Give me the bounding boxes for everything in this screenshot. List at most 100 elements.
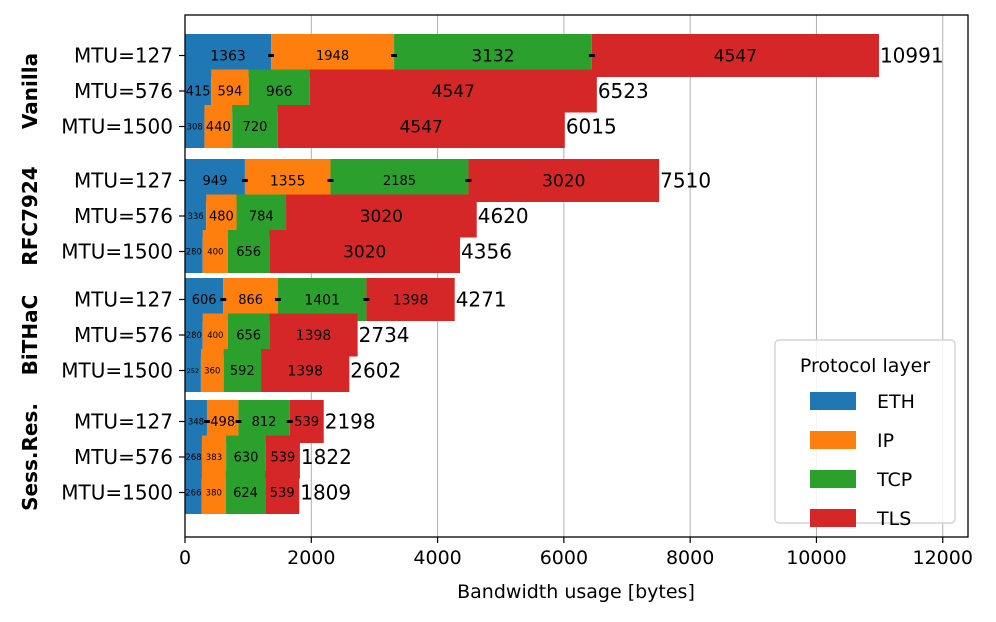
legend-label: TCP	[876, 469, 912, 491]
error-marker	[465, 179, 472, 182]
segment-label: 268	[185, 453, 201, 463]
legend-swatch	[810, 431, 856, 449]
segment-label: 539	[270, 451, 295, 466]
total-label: 2734	[359, 323, 410, 347]
legend-label: TLS	[876, 508, 911, 530]
y-tick-label: MTU=127	[74, 288, 173, 312]
bar-segment	[366, 278, 455, 321]
legend-swatch	[810, 392, 856, 410]
segment-label: 280	[186, 248, 202, 258]
y-tick-label: MTU=1500	[61, 481, 173, 505]
x-tick-label: 0	[179, 547, 191, 569]
y-tick-label: MTU=1500	[61, 115, 173, 139]
total-label: 4356	[461, 240, 512, 264]
segment-label: 3020	[343, 243, 386, 263]
legend-label: ETH	[877, 391, 915, 413]
segment-label: 383	[206, 453, 222, 463]
segment-label: 1398	[296, 328, 332, 344]
segment-label: 2185	[383, 174, 416, 189]
y-tick-label: MTU=576	[74, 445, 173, 469]
x-tick-label: 8000	[666, 547, 714, 569]
segment-label: 348	[188, 418, 204, 428]
error-marker	[274, 298, 281, 301]
total-label: 2602	[350, 359, 401, 383]
bar-segment	[201, 471, 226, 514]
segment-label: 336	[187, 212, 203, 222]
segment-label: 380	[206, 489, 222, 499]
group-label: Vanilla	[18, 53, 42, 129]
y-tick-label: MTU=127	[74, 44, 173, 68]
segment-label: 812	[252, 415, 277, 430]
group-label: RFC7924	[18, 166, 42, 265]
error-marker	[241, 179, 248, 182]
legend-label: IP	[877, 430, 894, 452]
bar-segment	[269, 230, 461, 273]
segment-label: 415	[186, 85, 211, 100]
legend-title: Protocol layer	[800, 355, 930, 377]
segment-label: 400	[207, 331, 223, 341]
x-axis-label: Bandwidth usage [bytes]	[457, 581, 695, 603]
segment-label: 3020	[542, 172, 585, 192]
total-label: 2198	[325, 410, 376, 434]
segment-label: 4547	[432, 82, 475, 102]
total-label: 4620	[478, 204, 529, 228]
bar-segment	[468, 159, 660, 202]
segment-label: 360	[204, 367, 220, 377]
x-tick-label: 10000	[786, 547, 846, 569]
segment-label: 440	[206, 120, 231, 135]
group-label: BiTHaC	[18, 295, 42, 376]
legend-swatch	[810, 509, 856, 527]
bar-segment	[277, 105, 565, 148]
segment-label: 606	[192, 293, 217, 308]
total-label: 1809	[300, 481, 351, 505]
segment-label: 1355	[270, 174, 306, 190]
segment-label: 592	[230, 364, 255, 379]
value-labels: 1363 1948 3132 4547 10991 415 594 966 4547 6523 30…	[185, 44, 943, 505]
legend-swatch	[810, 470, 856, 488]
x-tick-label: 4000	[413, 547, 461, 569]
bar-segment	[202, 230, 228, 273]
segment-label: 594	[218, 85, 243, 100]
y-tick-label: MTU=127	[74, 410, 173, 434]
bar-segment	[185, 471, 202, 514]
bar-segment	[232, 105, 278, 148]
y-tick-label: MTU=1500	[61, 240, 173, 264]
segment-label: 866	[238, 293, 263, 308]
segment-label: 1398	[393, 293, 429, 309]
segment-label: 280	[186, 331, 202, 341]
bar-segment	[204, 105, 233, 148]
y-tick-label: MTU=127	[74, 169, 173, 193]
segment-label: 1398	[287, 364, 323, 380]
segment-label: 400	[207, 248, 223, 258]
total-label: 1822	[301, 445, 352, 469]
error-marker	[588, 54, 595, 57]
segment-label: 949	[203, 174, 228, 189]
total-label: 6523	[598, 79, 649, 103]
error-marker	[220, 298, 227, 301]
bar-segment	[265, 471, 300, 514]
y-tick-label: MTU=576	[74, 323, 173, 347]
segment-label: 4547	[400, 118, 443, 138]
error-marker	[363, 298, 370, 301]
x-tick-label: 6000	[540, 547, 588, 569]
x-axis: 0 2000 4000 6000 8000 10000 12000	[179, 537, 973, 569]
total-label: 10991	[880, 44, 944, 68]
segment-label: 1948	[316, 49, 349, 64]
total-label: 7510	[660, 169, 711, 193]
plot-frame	[184, 14, 969, 538]
segment-label: 656	[236, 245, 261, 260]
bar-segment	[225, 471, 266, 514]
x-tick-label: 12000	[913, 547, 973, 569]
segment-label: 630	[234, 451, 259, 466]
bar-segment	[185, 400, 207, 443]
error-marker	[235, 420, 242, 423]
error-marker	[203, 420, 210, 423]
legend: Protocol layer ETH IP TCP TLS	[774, 339, 956, 530]
segment-label: 656	[236, 329, 261, 344]
segment-label: 539	[270, 486, 295, 501]
segment-label: 4547	[714, 47, 757, 67]
bar-segment	[591, 34, 879, 77]
segment-label: 3020	[360, 207, 403, 227]
segment-label: 1401	[304, 293, 340, 309]
